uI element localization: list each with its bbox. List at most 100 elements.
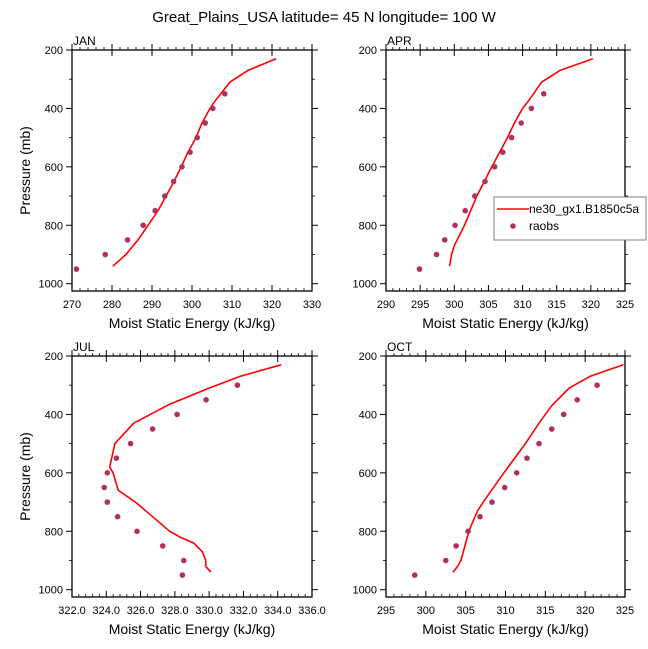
x-tick-label: 300 bbox=[183, 299, 201, 311]
legend-label-obs: raobs bbox=[529, 219, 559, 233]
obs-point bbox=[179, 164, 185, 170]
obs-point bbox=[162, 193, 168, 199]
y-tick-label: 600 bbox=[45, 162, 63, 174]
obs-point bbox=[453, 543, 459, 549]
obs-point bbox=[187, 149, 193, 155]
y-tick-label: 400 bbox=[359, 103, 377, 115]
plot-frame bbox=[71, 49, 313, 292]
x-tick-label: 280 bbox=[103, 299, 121, 311]
x-axis-label: Moist Static Energy (kJ/kg) bbox=[422, 315, 589, 331]
x-tick-label: 330 bbox=[303, 299, 321, 311]
x-tick-label: 325 bbox=[616, 299, 634, 311]
y-tick-label: 400 bbox=[45, 103, 63, 115]
obs-point bbox=[433, 251, 440, 258]
obs-point bbox=[104, 470, 111, 476]
obs-point bbox=[594, 382, 600, 389]
x-tick-label: 330.0 bbox=[195, 605, 223, 617]
x-tick-label: 334.0 bbox=[264, 605, 292, 617]
x-tick-label: 270 bbox=[63, 299, 81, 311]
x-tick-label: 295 bbox=[411, 299, 429, 311]
y-tick-label: 800 bbox=[359, 526, 377, 538]
obs-point bbox=[102, 251, 108, 258]
x-tick-label: 328.0 bbox=[161, 605, 189, 617]
x-tick-label: 332.0 bbox=[230, 605, 258, 617]
obs-point bbox=[540, 91, 547, 97]
x-axis-label: Moist Static Energy (kJ/kg) bbox=[109, 621, 276, 637]
obs-point bbox=[548, 426, 555, 432]
obs-point bbox=[104, 499, 111, 505]
y-tick-label: 200 bbox=[45, 45, 63, 57]
obs-point bbox=[560, 411, 567, 418]
obs-point bbox=[411, 572, 418, 578]
x-tick-label: 324.0 bbox=[93, 605, 121, 617]
x-tick-label: 310 bbox=[223, 299, 241, 311]
x-tick-label: 295 bbox=[377, 605, 395, 617]
panel-title: JUL bbox=[73, 340, 95, 354]
x-tick-label: 325 bbox=[616, 605, 634, 617]
x-tick-label: 290 bbox=[377, 299, 395, 311]
obs-point bbox=[170, 178, 177, 185]
obs-point bbox=[101, 484, 107, 491]
obs-point bbox=[536, 440, 542, 447]
obs-point bbox=[174, 411, 180, 418]
x-tick-label: 336.0 bbox=[298, 605, 326, 617]
legend-label-model: ne30_gx1.B1850c5a bbox=[529, 202, 639, 216]
obs-point bbox=[491, 164, 498, 170]
obs-point bbox=[508, 134, 515, 141]
obs-point bbox=[114, 513, 121, 520]
x-axis-label: Moist Static Energy (kJ/kg) bbox=[109, 315, 276, 331]
obs-point bbox=[210, 105, 216, 112]
obs-point bbox=[500, 149, 506, 155]
obs-point bbox=[179, 572, 186, 578]
panel-jul: JUL 322.0 324.0 326.0 328.0 330.0 332.0 334.0 33… bbox=[17, 340, 326, 637]
obs-point bbox=[222, 91, 228, 97]
obs-point bbox=[140, 222, 146, 229]
y-tick-label: 400 bbox=[359, 409, 377, 421]
x-tick-label: 305 bbox=[456, 605, 474, 617]
obs-point bbox=[482, 178, 488, 185]
obs-point bbox=[462, 207, 469, 214]
obs-point bbox=[152, 207, 158, 214]
obs-point bbox=[574, 397, 580, 403]
model-line bbox=[108, 364, 282, 573]
obs-point bbox=[149, 426, 156, 432]
x-tick-label: 320 bbox=[582, 299, 600, 311]
y-tick-label: 600 bbox=[45, 468, 63, 480]
obs-point bbox=[181, 557, 187, 564]
x-tick-label: 315 bbox=[548, 299, 566, 311]
panel-apr: APR 290 295 300 305 310 315 320 325 200 400 600 800 1… bbox=[353, 34, 635, 331]
x-tick-label: 320 bbox=[263, 299, 281, 311]
obs-point bbox=[134, 528, 140, 535]
y-axis-label: Pressure (mb) bbox=[17, 126, 33, 215]
x-tick-label: 290 bbox=[143, 299, 161, 311]
obs-point bbox=[127, 440, 134, 447]
obs-point bbox=[194, 134, 200, 141]
x-tick-label: 315 bbox=[536, 605, 554, 617]
obs-point bbox=[416, 266, 423, 272]
x-tick-label: 305 bbox=[479, 299, 497, 311]
panel-oct: OCT 295 300 305 310 315 320 325 200 400 600 800 1000… bbox=[353, 340, 635, 637]
y-tick-label: 600 bbox=[359, 468, 377, 480]
x-tick-label: 300 bbox=[445, 299, 463, 311]
y-tick-label: 1000 bbox=[353, 279, 377, 291]
x-tick-label: 310 bbox=[513, 299, 531, 311]
figure-title: Great_Plains_USA latitude= 45 N longitud… bbox=[152, 9, 496, 26]
y-tick-label: 1000 bbox=[39, 279, 63, 291]
x-axis-label: Moist Static Energy (kJ/kg) bbox=[422, 621, 589, 637]
y-tick-label: 1000 bbox=[39, 585, 63, 597]
plot-frame bbox=[385, 355, 626, 598]
y-tick-label: 400 bbox=[45, 409, 63, 421]
obs-point bbox=[513, 470, 520, 476]
legend-marker-swatch bbox=[510, 223, 516, 229]
y-tick-label: 200 bbox=[45, 351, 63, 363]
obs-point bbox=[465, 528, 471, 535]
y-axis-label: Pressure (mb) bbox=[17, 432, 33, 521]
obs-point bbox=[443, 557, 449, 564]
model-line bbox=[112, 58, 277, 267]
obs-point bbox=[159, 543, 166, 549]
obs-point bbox=[489, 499, 495, 505]
panel-title: OCT bbox=[387, 340, 413, 354]
obs-point bbox=[501, 484, 508, 491]
y-tick-label: 200 bbox=[359, 351, 377, 363]
plot-frame bbox=[385, 49, 626, 292]
